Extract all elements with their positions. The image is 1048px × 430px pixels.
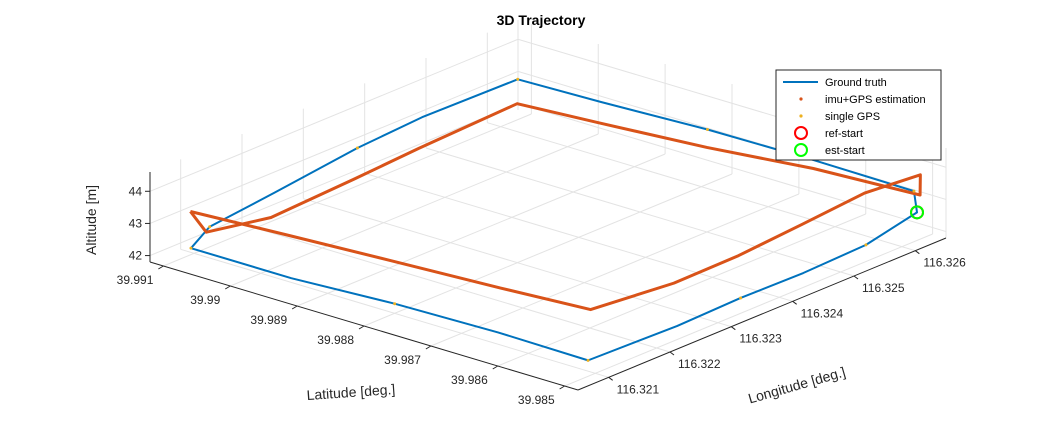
legend: Ground truth imu+GPS estimation single GPS… xyxy=(775,69,942,161)
legend-label-1: imu+GPS estimation xyxy=(825,94,926,106)
legend-label-0: Ground truth xyxy=(825,77,887,89)
y-tick-label-5: 39.99 xyxy=(190,293,220,307)
series-ground-truth xyxy=(190,78,919,362)
single-gps-point-2 xyxy=(393,302,397,306)
legend-swatch-4 xyxy=(794,143,808,157)
x-tick-label-4: 116.325 xyxy=(862,281,905,295)
x-tick-label-3: 116.324 xyxy=(801,306,844,320)
tick-labels: 116.321 116.322 116.323 116.324 116.325 116.3… xyxy=(117,184,966,407)
legend-swatch-3 xyxy=(794,126,808,140)
single-gps-point-10 xyxy=(912,189,916,193)
y-tick-mark-3 xyxy=(358,325,365,330)
grid-line-y-0 xyxy=(564,233,933,387)
y-tick-mark-0 xyxy=(559,385,565,390)
legend-swatch-1 xyxy=(799,97,803,101)
single-gps-point-4 xyxy=(586,358,590,362)
y-tick-mark-5 xyxy=(224,285,231,290)
x-tick-mark-5 xyxy=(915,250,920,255)
y-tick-mark-4 xyxy=(291,305,298,310)
single-gps-point-12 xyxy=(705,127,709,131)
legend-swatch-2 xyxy=(799,114,803,118)
grid-line-y-2 xyxy=(430,193,800,347)
single-gps-point-18 xyxy=(208,225,212,229)
grid-line-y-5 xyxy=(230,133,599,287)
y-tick-label-3: 39.988 xyxy=(317,333,354,347)
single-gps-point-14 xyxy=(516,77,520,81)
x-tick-mark-1 xyxy=(669,351,675,356)
single-gps-point-8 xyxy=(864,243,868,247)
single-gps-point-6 xyxy=(739,296,743,300)
chart-title: 3D Trajectory xyxy=(497,12,586,28)
grid-line-y-6 xyxy=(163,113,532,267)
x-tick-mark-0 xyxy=(608,376,613,381)
x-tick-label-1: 116.322 xyxy=(678,357,721,371)
y-tick-mark-6 xyxy=(158,265,164,270)
grid-line-y-1 xyxy=(497,213,866,367)
single-gps-point-0 xyxy=(189,246,193,250)
single-gps-point-16 xyxy=(355,146,359,150)
legend-label-3: ref-start xyxy=(825,128,863,140)
series-imu-gps-estimation xyxy=(189,102,922,312)
y-tick-label-1: 39.986 xyxy=(451,373,488,387)
legend-label-4: est-start xyxy=(825,145,865,157)
z-tick-label-2: 44 xyxy=(129,184,143,198)
axes xyxy=(145,172,947,391)
x-axis-line xyxy=(577,237,947,391)
x-tick-label-5: 116.326 xyxy=(923,256,966,270)
x-tick-label-0: 116.321 xyxy=(617,382,660,396)
x-axis-label: Longitude [deg.] xyxy=(746,364,847,407)
y-tick-mark-2 xyxy=(425,345,432,350)
z-axis-label: Altitude [m] xyxy=(83,185,99,255)
z-tick-label-0: 42 xyxy=(129,249,143,263)
est-start-marker xyxy=(910,205,925,220)
grid-line-y-3 xyxy=(363,173,733,327)
grid-line-y-4 xyxy=(296,153,666,307)
y-tick-label-4: 39.989 xyxy=(250,313,287,327)
y-axis-label: Latitude [deg.] xyxy=(306,381,396,403)
y-tick-mark-1 xyxy=(492,365,499,370)
series-layer xyxy=(189,77,925,362)
x-tick-mark-4 xyxy=(853,275,859,280)
x-tick-mark-2 xyxy=(731,326,736,331)
x-tick-mark-3 xyxy=(792,300,797,305)
x-tick-label-2: 116.323 xyxy=(739,332,782,346)
y-tick-label-6: 39.991 xyxy=(117,273,154,287)
z-tick-label-1: 43 xyxy=(129,216,143,230)
y-tick-label-0: 39.985 xyxy=(518,393,555,407)
y-tick-label-2: 39.987 xyxy=(384,353,421,367)
legend-label-2: single GPS xyxy=(825,111,880,123)
